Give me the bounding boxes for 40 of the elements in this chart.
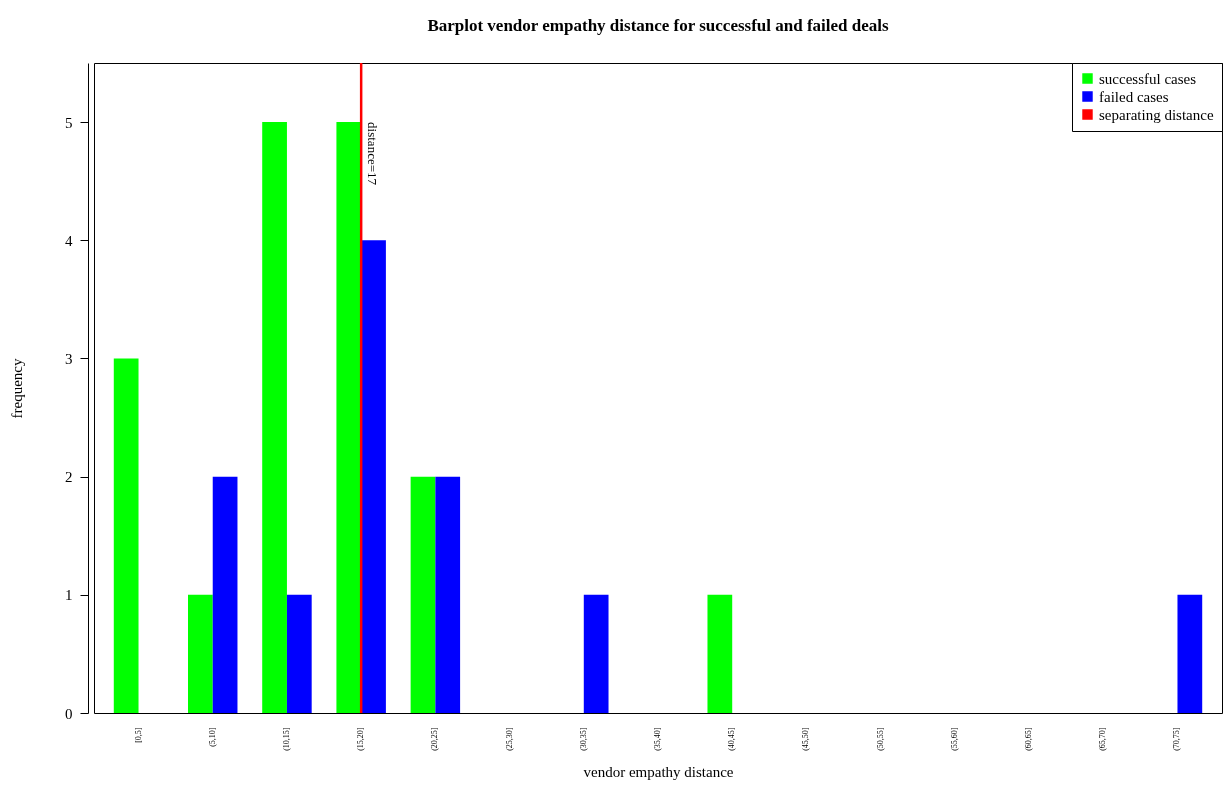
annotation: distance=17 — [365, 122, 381, 186]
bar — [707, 594, 733, 713]
x-tick-label: (5,10] — [207, 727, 217, 747]
chart-title: Barplot vendor empathy distance for successful and failed deals — [427, 15, 889, 35]
bar — [583, 594, 609, 713]
x-tick-label: (10,15] — [281, 727, 291, 751]
x-tick-label: (55,60] — [949, 727, 959, 751]
x-tick-label: (65,70] — [1098, 727, 1108, 751]
legend-label: successful cases — [1099, 70, 1197, 87]
x-tick-label: (25,30] — [504, 727, 514, 751]
x-axis-title: vendor empathy distance — [583, 763, 734, 780]
bar — [336, 122, 362, 713]
x-tick-label: (30,35] — [578, 727, 588, 751]
x-tick-label: (45,50] — [801, 727, 811, 751]
x-tick-label: (40,45] — [727, 727, 737, 751]
x-tick-label: (60,65] — [1024, 727, 1034, 751]
y-axis-title: frequency — [9, 358, 25, 419]
y-tick-label: 1 — [65, 587, 73, 604]
x-tick-label: (70,75] — [1172, 727, 1182, 751]
x-tick-label: (20,25] — [430, 727, 440, 751]
bar — [113, 358, 139, 713]
bar — [410, 476, 436, 713]
bar — [1177, 594, 1203, 713]
y-tick-label: 5 — [65, 114, 73, 131]
bar — [435, 476, 461, 713]
x-tick-label: (35,40] — [653, 727, 662, 751]
bar — [286, 594, 312, 713]
bar — [262, 122, 287, 713]
y-tick-label: 4 — [65, 232, 73, 249]
x-tick-label: [0,5] — [133, 727, 143, 743]
bar — [188, 594, 213, 713]
bar — [361, 240, 386, 713]
legend-label: failed cases — [1099, 88, 1169, 105]
legend-label: separating distance — [1099, 106, 1214, 123]
y-tick-label: 2 — [65, 469, 73, 486]
x-tick-label: (50,55] — [875, 727, 885, 751]
x-tick-label: (15,20] — [356, 727, 366, 751]
y-tick-label: 3 — [65, 350, 73, 367]
y-tick-label: 0 — [65, 705, 73, 722]
bar — [212, 476, 238, 713]
